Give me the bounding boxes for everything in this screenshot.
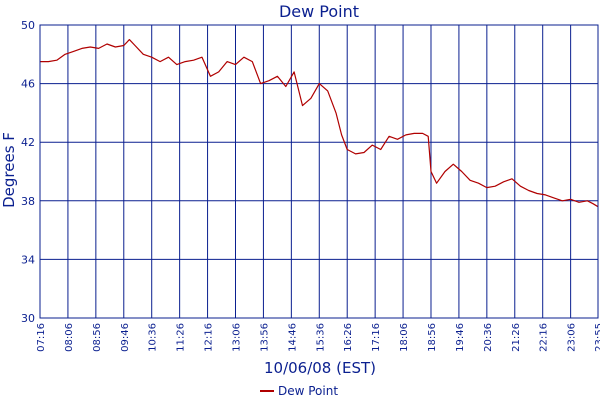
legend-label: Dew Point bbox=[278, 384, 338, 398]
x-tick-label: 16:26 bbox=[343, 323, 354, 352]
x-tick-label: 08:06 bbox=[64, 323, 75, 352]
x-tick-label: 08:56 bbox=[92, 323, 103, 352]
x-tick-label: 12:16 bbox=[204, 323, 215, 352]
y-tick-label: 42 bbox=[21, 136, 35, 149]
x-tick-label: 15:36 bbox=[315, 323, 326, 352]
x-tick-label: 13:06 bbox=[231, 323, 242, 352]
y-tick-label: 46 bbox=[21, 78, 35, 91]
y-tick-label: 38 bbox=[21, 195, 35, 208]
x-tick-label: 23:55 bbox=[594, 323, 600, 352]
legend: Dew Point bbox=[260, 384, 338, 398]
y-tick-label: 50 bbox=[21, 19, 35, 32]
x-axis-label: 10/06/08 (EST) bbox=[264, 359, 376, 377]
chart-title: Dew Point bbox=[279, 2, 359, 21]
x-tick-label: 18:06 bbox=[399, 323, 410, 352]
x-tick-label: 10:36 bbox=[148, 323, 159, 352]
x-tick-label: 21:26 bbox=[511, 323, 522, 352]
y-tick-label: 30 bbox=[21, 312, 35, 325]
x-tick-label: 09:46 bbox=[120, 323, 131, 352]
x-tick-label: 14:46 bbox=[287, 323, 298, 352]
x-tick-labels: 07:16 08:06 08:56 09:46 10:36 11:26 12:16 13:06… bbox=[36, 323, 600, 352]
x-tick-label: 22:16 bbox=[539, 323, 550, 352]
x-tick-label: 13:56 bbox=[259, 323, 270, 352]
series-layer bbox=[40, 38, 599, 208]
y-tick-label: 34 bbox=[21, 253, 35, 266]
x-tick-label: 23:06 bbox=[567, 323, 578, 352]
grid-lines bbox=[39, 24, 599, 319]
plot-frame bbox=[39, 24, 599, 319]
series-line-dew-point bbox=[40, 38, 599, 208]
x-tick-label: 19:46 bbox=[455, 323, 466, 352]
y-tick-labels: 30 34 38 42 46 50 bbox=[21, 19, 35, 325]
x-tick-label: 20:36 bbox=[483, 323, 494, 352]
x-tick-label: 07:16 bbox=[36, 323, 47, 352]
x-tick-label: 11:26 bbox=[176, 323, 187, 352]
y-axis-label: Degrees F bbox=[0, 132, 18, 208]
x-tick-label: 18:56 bbox=[427, 323, 438, 352]
x-tick-label: 17:16 bbox=[371, 323, 382, 352]
